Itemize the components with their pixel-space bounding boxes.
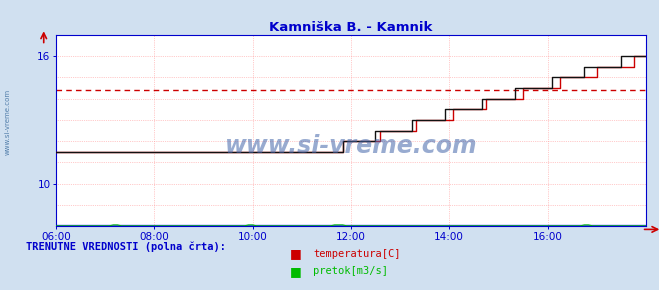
Text: www.si-vreme.com: www.si-vreme.com <box>225 134 477 158</box>
Text: ■: ■ <box>290 247 302 260</box>
Title: Kamniška B. - Kamnik: Kamniška B. - Kamnik <box>270 21 432 34</box>
Text: TRENUTNE VREDNOSTI (polna črta):: TRENUTNE VREDNOSTI (polna črta): <box>26 241 226 252</box>
Text: www.si-vreme.com: www.si-vreme.com <box>5 89 11 155</box>
Text: temperatura[C]: temperatura[C] <box>313 249 401 259</box>
Text: pretok[m3/s]: pretok[m3/s] <box>313 266 388 276</box>
Text: ■: ■ <box>290 265 302 278</box>
